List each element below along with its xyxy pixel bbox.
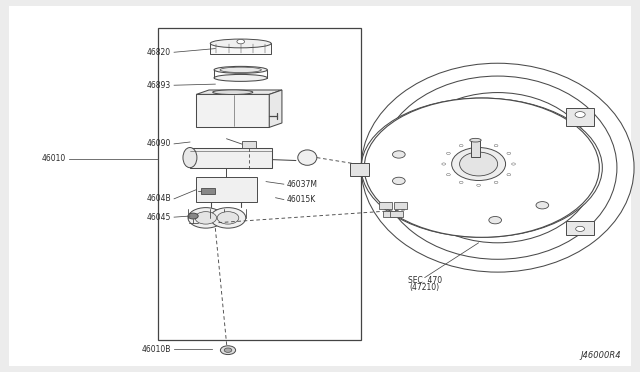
Text: 46010: 46010 <box>42 154 66 163</box>
FancyBboxPatch shape <box>390 211 403 217</box>
Ellipse shape <box>214 66 268 73</box>
Ellipse shape <box>361 63 634 272</box>
FancyBboxPatch shape <box>383 211 396 217</box>
Bar <box>190 148 273 168</box>
Ellipse shape <box>364 98 599 237</box>
Ellipse shape <box>470 138 481 142</box>
Text: J46000R4: J46000R4 <box>580 351 621 360</box>
Text: 46010B: 46010B <box>141 344 171 353</box>
Ellipse shape <box>452 148 506 180</box>
Circle shape <box>237 39 244 44</box>
Bar <box>202 188 215 194</box>
Text: 46820: 46820 <box>147 48 171 57</box>
Ellipse shape <box>220 67 261 73</box>
Circle shape <box>220 346 236 355</box>
Bar <box>243 141 256 148</box>
FancyBboxPatch shape <box>394 202 407 209</box>
Polygon shape <box>269 90 282 127</box>
Bar <box>158 28 361 340</box>
Ellipse shape <box>378 76 617 259</box>
Ellipse shape <box>298 150 317 165</box>
Circle shape <box>489 217 502 224</box>
Text: 46893: 46893 <box>147 81 171 90</box>
Ellipse shape <box>212 90 253 94</box>
Circle shape <box>575 112 585 118</box>
Text: (47210): (47210) <box>410 283 440 292</box>
Circle shape <box>361 98 602 237</box>
Ellipse shape <box>183 148 197 168</box>
Text: 4604B: 4604B <box>147 194 171 203</box>
Circle shape <box>188 208 223 228</box>
Text: SEC. 470: SEC. 470 <box>408 276 442 285</box>
Polygon shape <box>196 90 282 94</box>
Text: 46045: 46045 <box>147 213 171 222</box>
Circle shape <box>224 348 232 352</box>
Bar <box>471 140 480 157</box>
Circle shape <box>188 213 198 219</box>
Ellipse shape <box>214 74 268 81</box>
Ellipse shape <box>211 39 271 48</box>
Circle shape <box>392 177 405 185</box>
Circle shape <box>195 212 216 224</box>
Text: 46090: 46090 <box>147 140 171 148</box>
FancyBboxPatch shape <box>211 44 271 54</box>
Bar <box>196 94 269 127</box>
Text: 46015K: 46015K <box>287 195 316 204</box>
Circle shape <box>576 226 584 231</box>
Ellipse shape <box>460 152 498 176</box>
Circle shape <box>392 151 405 158</box>
Circle shape <box>536 202 548 209</box>
Bar <box>196 177 257 202</box>
Circle shape <box>211 208 246 228</box>
Circle shape <box>217 212 239 224</box>
Text: 46037M: 46037M <box>287 180 318 189</box>
Bar <box>350 163 369 176</box>
FancyBboxPatch shape <box>566 221 594 235</box>
Ellipse shape <box>399 93 596 243</box>
FancyBboxPatch shape <box>566 108 594 125</box>
FancyBboxPatch shape <box>379 202 392 209</box>
